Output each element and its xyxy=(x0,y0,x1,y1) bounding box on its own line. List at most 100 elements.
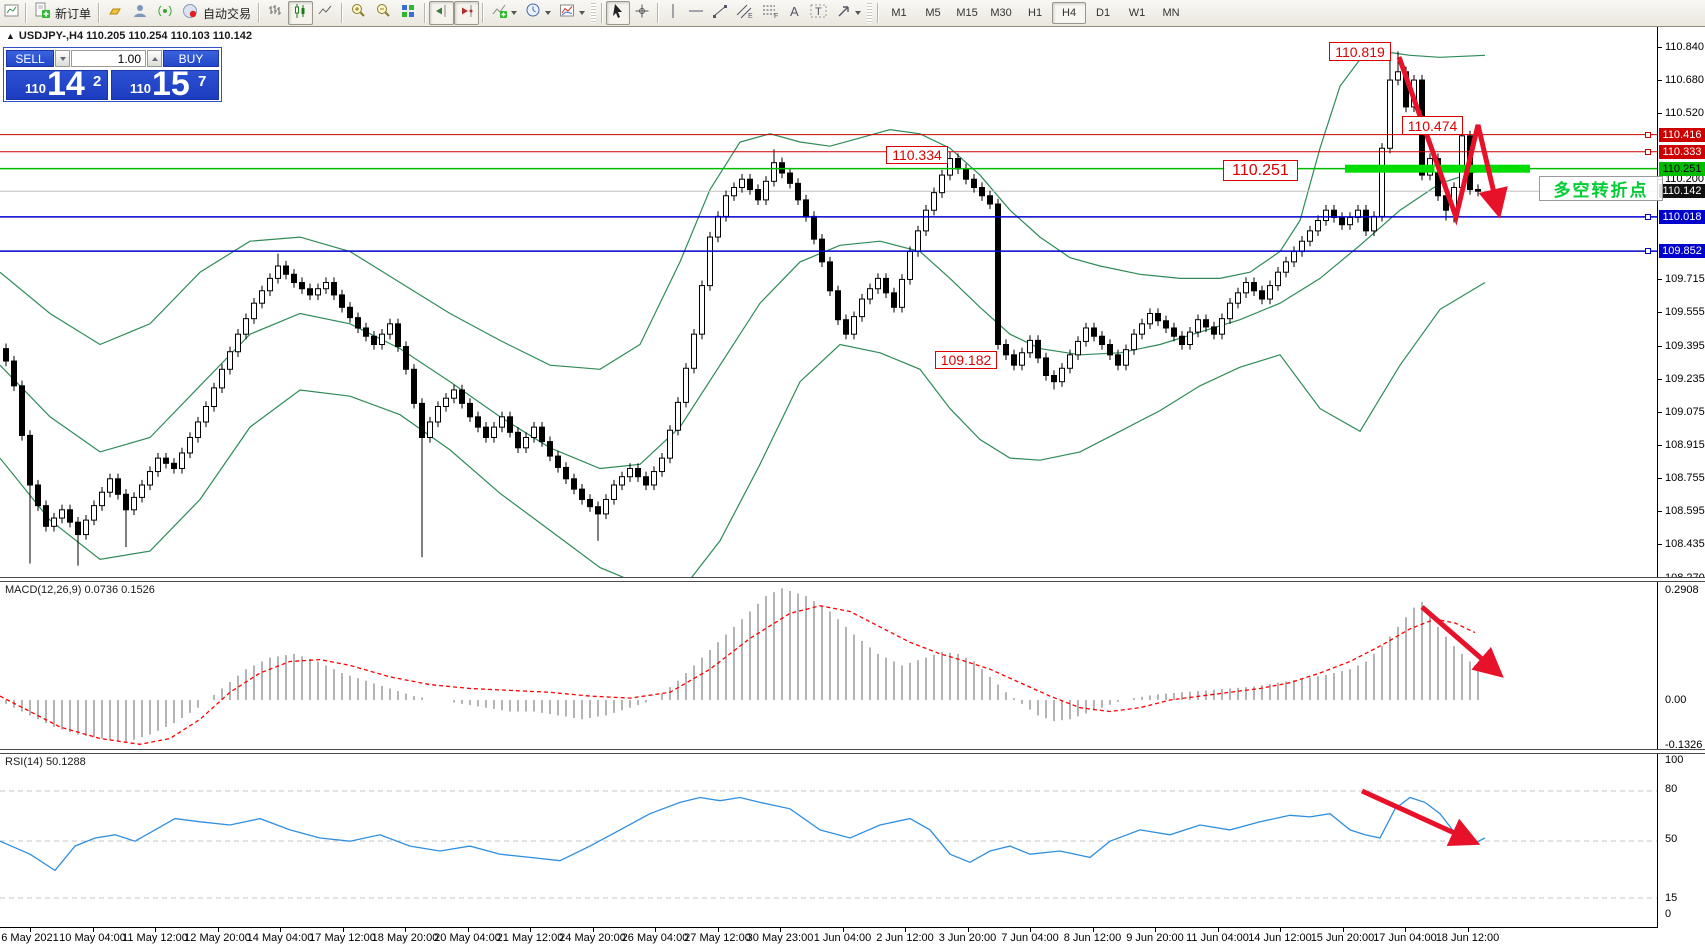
date-tick-mark xyxy=(967,928,969,932)
timeframe-m30[interactable]: M30 xyxy=(990,7,1012,19)
price-tick-label: 110.840 xyxy=(1665,41,1704,53)
candle-body xyxy=(99,491,105,507)
candle-body xyxy=(163,457,169,464)
text-label-icon: T xyxy=(810,3,828,24)
toolbar-grip[interactable] xyxy=(591,3,597,23)
bar-chart-button[interactable] xyxy=(263,1,288,25)
cursor-button[interactable] xyxy=(606,1,631,25)
buy-button[interactable]: BUY xyxy=(163,50,219,67)
candle-body xyxy=(1323,209,1329,222)
candle-body xyxy=(707,236,713,287)
rsi-axis-label: 100 xyxy=(1665,754,1684,766)
toolbar-grip[interactable] xyxy=(867,3,873,23)
candle-body xyxy=(1387,79,1393,149)
timeframe-d1[interactable]: D1 xyxy=(1096,7,1111,19)
candle-body xyxy=(723,195,729,217)
candle-body xyxy=(1219,318,1225,335)
timeframe-m15[interactable]: M15 xyxy=(956,7,978,19)
profile-button[interactable] xyxy=(128,1,153,25)
macd-rsi-divider[interactable] xyxy=(0,749,1705,754)
zoom-in-button[interactable] xyxy=(346,1,371,25)
line-handle[interactable] xyxy=(1645,131,1651,138)
volume-increase-button[interactable] xyxy=(147,50,162,67)
candle-body xyxy=(43,505,49,527)
rsi-trend-arrow[interactable] xyxy=(1360,788,1481,846)
candle-body xyxy=(211,387,217,407)
trendline-button[interactable] xyxy=(708,1,732,25)
date-label: 6 May 2021 xyxy=(1,932,59,944)
date-tick-mark xyxy=(1342,928,1344,932)
shapes-button[interactable] xyxy=(832,1,865,25)
main-trend-arrow[interactable] xyxy=(1396,56,1508,226)
timeframe-mn[interactable]: MN xyxy=(1162,7,1180,19)
line-chart-button[interactable] xyxy=(313,1,338,25)
date-label: 15 Jun 20:00 xyxy=(1310,932,1375,944)
price-scale[interactable]: 110.840 110.680 110.520 110.200 109.715 109.5… xyxy=(1657,26,1705,945)
price-annotation-109.182[interactable]: 109.182 xyxy=(935,351,997,369)
candle-body xyxy=(1043,357,1049,376)
date-axis[interactable]: 6 May 2021 10 May 04:00 11 May 12:00 12 May… xyxy=(0,927,1658,945)
gold-button[interactable] xyxy=(103,1,128,25)
periods-button[interactable] xyxy=(521,1,555,25)
templates-button[interactable] xyxy=(555,1,589,25)
price-annotation-110.819[interactable]: 110.819 xyxy=(1329,42,1391,61)
indicators-button[interactable] xyxy=(487,1,521,25)
candlestick-chart-button[interactable] xyxy=(288,1,314,25)
date-tick-mark xyxy=(905,928,906,932)
buy-price-box[interactable]: 110 15 7 xyxy=(111,65,219,103)
sell-button[interactable]: SELL xyxy=(6,50,54,67)
horizontal-line-button[interactable] xyxy=(684,1,708,25)
collapse-icon[interactable]: ▲ xyxy=(6,31,15,41)
macd-pane[interactable] xyxy=(0,588,1504,745)
chart-shift-button[interactable] xyxy=(429,1,455,25)
new-order-button[interactable]: 新订单 xyxy=(30,1,95,25)
vertical-line-button[interactable] xyxy=(662,1,684,25)
zoom-out-button[interactable] xyxy=(371,1,396,25)
price-annotation-110.334[interactable]: 110.334 xyxy=(886,146,948,164)
line-handle[interactable] xyxy=(1645,148,1651,155)
price-annotation-110.474[interactable]: 110.474 xyxy=(1402,116,1463,135)
timeframe-h4[interactable]: H4 xyxy=(1052,2,1087,24)
indicators-icon xyxy=(491,2,508,24)
channel-button[interactable]: E xyxy=(732,1,758,25)
spin-up-icon xyxy=(151,56,158,61)
price-tick-mark xyxy=(1658,345,1662,347)
price-annotation-110.251[interactable]: 110.251 xyxy=(1223,160,1298,181)
text-label-button[interactable]: T xyxy=(806,1,832,25)
sell-price-box[interactable]: 110 14 2 xyxy=(6,65,108,103)
rsi-pane[interactable] xyxy=(0,788,1657,899)
price-tick-mark xyxy=(1658,113,1662,115)
date-label: 17 Jun 04:00 xyxy=(1373,932,1437,944)
fibonacci-button[interactable]: F xyxy=(758,1,784,25)
auto-scroll-button[interactable] xyxy=(454,1,480,25)
candle-body xyxy=(3,348,9,362)
chart-window-button[interactable] xyxy=(0,1,22,25)
candle-body xyxy=(339,294,345,308)
timeframe-m5[interactable]: M5 xyxy=(925,7,941,19)
main-macd-divider[interactable] xyxy=(0,577,1705,582)
crosshair-button[interactable] xyxy=(630,1,654,25)
main-pane[interactable] xyxy=(0,50,1657,592)
candle-body xyxy=(659,457,665,473)
price-tick-label: 109.555 xyxy=(1665,306,1705,319)
text-button[interactable]: A xyxy=(784,1,806,25)
timeframe-m1[interactable]: M1 xyxy=(891,7,907,19)
candle-body xyxy=(1227,302,1233,320)
line-handle[interactable] xyxy=(1645,213,1651,220)
timeframe-h1[interactable]: H1 xyxy=(1028,7,1043,19)
volume-decrease-button[interactable] xyxy=(55,50,70,67)
candle-body xyxy=(11,360,17,387)
signal-button[interactable] xyxy=(153,1,178,25)
timeframe-w1[interactable]: W1 xyxy=(1128,7,1146,19)
candle-body xyxy=(1027,339,1033,354)
date-tick-mark xyxy=(1280,928,1281,932)
candle-body xyxy=(435,405,441,423)
date-label: 14 May 04:00 xyxy=(246,932,314,944)
macd-trend-arrow[interactable] xyxy=(1420,605,1504,678)
pivot-text-annotation[interactable]: 多空转折点 xyxy=(1539,176,1663,201)
line-handle[interactable] xyxy=(1645,248,1651,255)
tile-windows-button[interactable] xyxy=(396,1,421,25)
autotrading-button[interactable]: 自动交易 xyxy=(178,1,255,25)
volume-input[interactable] xyxy=(71,50,146,67)
